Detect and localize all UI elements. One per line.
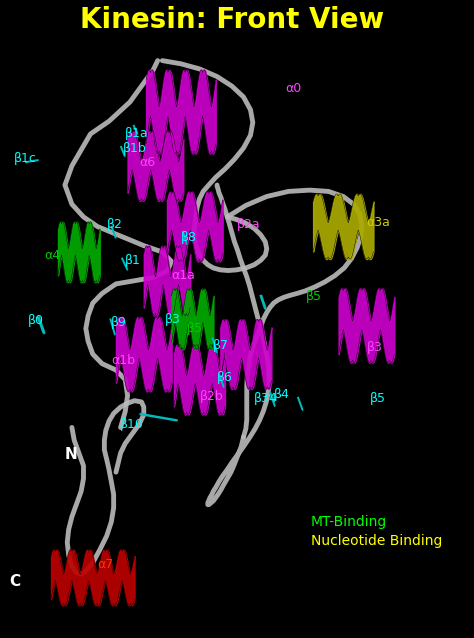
Text: β9: β9 [111,316,127,329]
Text: β5: β5 [370,392,386,405]
Text: β4: β4 [273,388,290,401]
Text: α6: α6 [139,156,155,169]
Text: β2b: β2b [200,390,223,403]
Text: β3: β3 [164,313,181,325]
Text: β2: β2 [107,218,123,231]
Text: β2a: β2a [237,218,260,231]
Text: β34: β34 [254,392,278,405]
Text: α1a: α1a [172,269,195,282]
Text: β3: β3 [366,341,383,354]
Text: β8: β8 [181,231,197,244]
Text: α3a: α3a [366,216,390,228]
Text: β1c: β1c [14,152,37,165]
Text: β1: β1 [125,254,141,267]
Text: α1b: α1b [111,354,135,367]
Text: β6: β6 [217,371,233,384]
Text: β7: β7 [213,339,229,352]
Text: α0: α0 [285,82,301,94]
Text: β1a: β1a [125,128,149,140]
Text: β5: β5 [187,322,203,335]
Text: Kinesin: Front View: Kinesin: Front View [80,6,384,34]
Text: β10: β10 [119,418,144,431]
Text: β0: β0 [28,314,44,327]
Text: α4: α4 [44,249,60,262]
Text: MT-Binding: MT-Binding [311,515,387,529]
Text: α7: α7 [98,558,114,571]
Text: C: C [9,574,20,590]
Text: N: N [65,447,78,462]
Text: Nucleotide Binding: Nucleotide Binding [311,534,442,548]
Text: β5: β5 [306,290,322,303]
Text: β1b: β1b [123,142,146,154]
